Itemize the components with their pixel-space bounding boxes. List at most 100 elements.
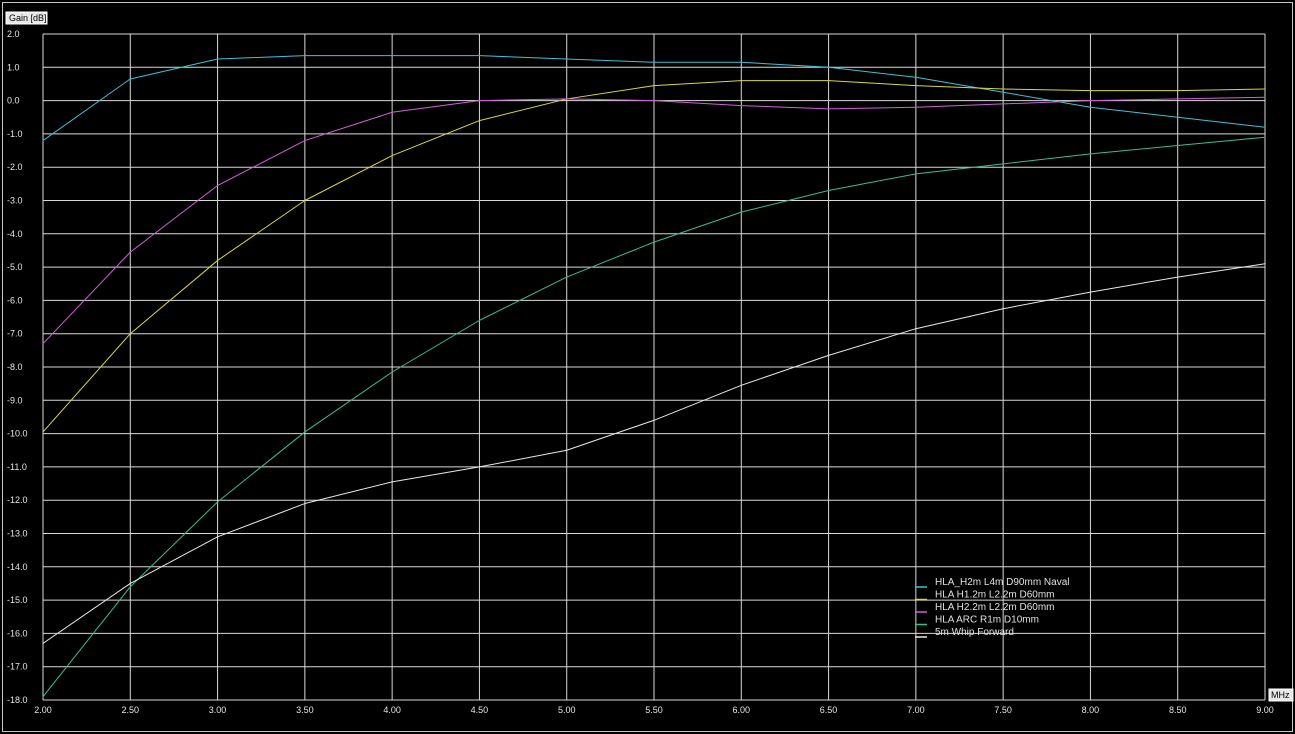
series-segment bbox=[130, 58, 218, 80]
data-point bbox=[1089, 153, 1092, 155]
series-segment bbox=[828, 80, 916, 87]
data-point bbox=[915, 328, 917, 330]
x-tick-label: 4.00 bbox=[383, 705, 401, 715]
series-segment bbox=[828, 173, 916, 192]
series-segment bbox=[392, 100, 480, 113]
legend-item: 5m Whip Forward bbox=[915, 627, 1014, 638]
data-point bbox=[1177, 144, 1179, 147]
series-segment bbox=[217, 503, 306, 538]
data-point bbox=[478, 319, 481, 321]
x-axis-label-box: MHz bbox=[1268, 688, 1294, 702]
data-point bbox=[478, 100, 481, 102]
y-tick-label: 1.0 bbox=[7, 62, 20, 72]
series-segment bbox=[1090, 276, 1178, 293]
data-point bbox=[915, 76, 917, 78]
x-tick-label: 8.50 bbox=[1169, 705, 1187, 715]
series-segment bbox=[741, 190, 829, 213]
y-tick-label: -5.0 bbox=[7, 262, 23, 272]
series-segment bbox=[217, 55, 305, 60]
series-segment bbox=[828, 106, 916, 110]
series-segment bbox=[566, 419, 655, 451]
series-segment bbox=[130, 536, 218, 584]
data-point bbox=[1264, 88, 1266, 90]
data-point bbox=[1264, 136, 1266, 138]
data-point bbox=[740, 80, 742, 82]
series-4 bbox=[42, 136, 1266, 698]
series-segment bbox=[42, 333, 131, 433]
x-tick-labels: 2.00 2.50 3.00 3.50 4.00 4.50 5.00 5.50 6.00 6.50… bbox=[34, 705, 1274, 715]
data-point bbox=[566, 98, 568, 100]
y-tick-labels: 2.0 1.0 0.0 -1.0 -2.0 -3.0 -4.0 -5.0 -6.0 -7.0 -8.… bbox=[7, 29, 28, 705]
x-tick-label: 4.50 bbox=[471, 705, 489, 715]
series-segment bbox=[915, 76, 1004, 93]
legend-item: HLA_H2m L4m D90mm Naval bbox=[915, 577, 1070, 588]
data-point bbox=[129, 78, 131, 80]
data-point bbox=[1002, 91, 1004, 93]
data-point bbox=[827, 108, 830, 110]
series-segment bbox=[42, 78, 131, 141]
legend: HLA_H2m L4m D90mm Naval HLA H1.2m L2.2m D… bbox=[915, 577, 1070, 638]
x-axis-label: MHz bbox=[1271, 690, 1290, 700]
series-segment bbox=[741, 354, 829, 386]
data-point bbox=[827, 66, 830, 68]
x-tick-label: 3.50 bbox=[296, 705, 314, 715]
data-point bbox=[304, 502, 306, 505]
data-point bbox=[1089, 291, 1092, 293]
series-3 bbox=[42, 96, 1266, 345]
series-lines bbox=[42, 55, 1266, 698]
series-segment bbox=[653, 211, 742, 243]
x-tick-label: 8.00 bbox=[1082, 705, 1100, 715]
data-point bbox=[42, 696, 44, 698]
series-segment bbox=[217, 140, 306, 186]
data-point bbox=[915, 85, 917, 87]
y-tick-label: -10.0 bbox=[7, 429, 28, 439]
data-point bbox=[740, 211, 742, 213]
data-point bbox=[1177, 276, 1179, 278]
series-segment bbox=[1003, 291, 1091, 310]
y-tick-label: -16.0 bbox=[7, 628, 28, 638]
data-point bbox=[1002, 163, 1004, 165]
series-segment bbox=[1003, 88, 1091, 92]
x-tick-label: 5.00 bbox=[558, 705, 576, 715]
data-point bbox=[216, 259, 219, 262]
series-segment bbox=[1177, 136, 1266, 147]
legend-label: 5m Whip Forward bbox=[935, 627, 1014, 638]
series-segment bbox=[129, 185, 218, 253]
data-point bbox=[915, 173, 917, 175]
data-point bbox=[478, 119, 481, 122]
series-segment bbox=[392, 466, 480, 483]
series-segment bbox=[1003, 100, 1091, 105]
data-point bbox=[1177, 116, 1179, 118]
series-segment bbox=[1090, 145, 1178, 155]
legend-label: HLA_H2m L4m D90mm Naval bbox=[935, 577, 1070, 588]
series-segment bbox=[304, 155, 393, 201]
series-segment bbox=[479, 98, 567, 122]
series-segment bbox=[479, 276, 567, 321]
series-segment bbox=[391, 120, 480, 157]
y-tick-label: 0.0 bbox=[7, 96, 20, 106]
data-point bbox=[129, 586, 131, 588]
data-point bbox=[42, 431, 44, 433]
y-tick-label: -8.0 bbox=[7, 362, 23, 372]
data-point bbox=[1264, 96, 1266, 98]
data-point bbox=[915, 106, 917, 108]
series-segment bbox=[42, 251, 131, 345]
series-segment bbox=[566, 98, 655, 102]
data-point bbox=[653, 419, 655, 421]
legend-item: HLA H1.2m L2.2m D60mm bbox=[915, 590, 1055, 601]
data-point bbox=[391, 55, 393, 57]
data-point bbox=[566, 276, 568, 278]
y-tick-label: -1.0 bbox=[7, 129, 23, 139]
series-segment bbox=[1177, 96, 1266, 100]
series-segment bbox=[741, 105, 829, 110]
data-point bbox=[129, 582, 131, 585]
y-tick-label: -13.0 bbox=[7, 529, 28, 539]
data-point bbox=[129, 251, 131, 253]
x-tick-label: 2.00 bbox=[34, 705, 52, 715]
x-tick-label: 2.50 bbox=[122, 705, 140, 715]
series-segment bbox=[653, 100, 742, 107]
series-segment bbox=[653, 80, 742, 87]
data-point bbox=[1177, 98, 1179, 100]
data-point bbox=[653, 61, 655, 63]
data-point bbox=[391, 111, 393, 113]
